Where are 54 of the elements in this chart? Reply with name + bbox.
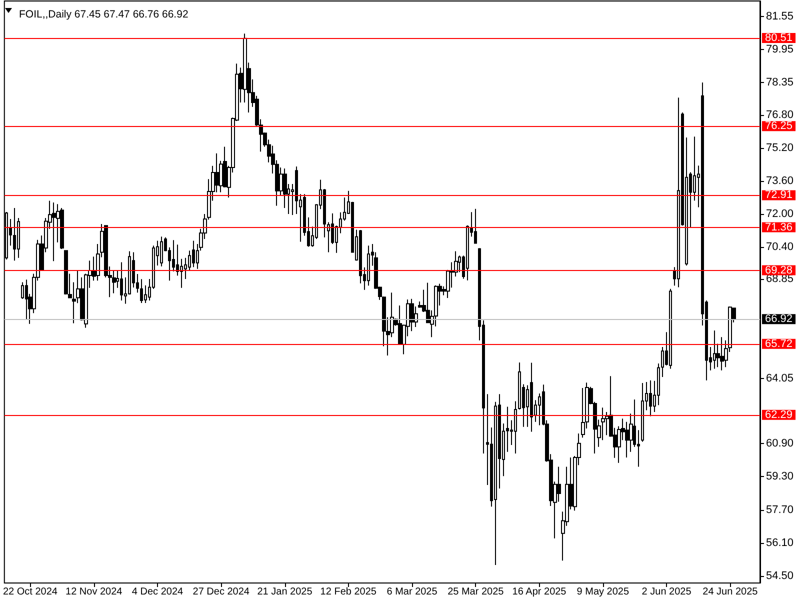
y-tick-label: 75.20 [766, 142, 794, 154]
candlestick [192, 240, 195, 268]
candlestick [514, 400, 517, 454]
candlestick [720, 336, 724, 371]
text: FOIL,,Daily 67.45 67.47 66.76 66.92 [19, 8, 188, 20]
y-tick-label: 64.05 [766, 372, 794, 384]
y-tick-label: 78.35 [766, 76, 794, 89]
candlestick [52, 202, 56, 262]
ref-line-label: 66.92 [765, 313, 793, 326]
candlestick [160, 236, 163, 267]
x-tick-label: 4 Dec 2024 [132, 586, 184, 598]
x-tick-label: 2 Jun 2025 [642, 586, 692, 598]
candlestick [64, 250, 68, 295]
y-tick-label: 79.95 [766, 44, 794, 56]
candlestick [112, 270, 116, 294]
candlestick [649, 380, 652, 417]
ref-line-label: 80.51 [765, 32, 793, 44]
y-tick-label: 60.90 [766, 438, 794, 450]
y-tick-label: 59.30 [766, 470, 794, 483]
candlestick [120, 262, 123, 301]
candlestick [474, 208, 477, 244]
y-tick-label: 72.00 [766, 208, 794, 220]
candlestick [669, 288, 672, 370]
ref-line-label: 76.25 [765, 120, 793, 132]
x-tick-label: 16 Apr 2025 [512, 586, 567, 598]
ref-line-label: 69.28 [765, 264, 793, 276]
ref-line-label: 62.29 [765, 408, 793, 421]
y-tick-label: 56.10 [766, 536, 794, 549]
x-tick-label: 12 Feb 2025 [320, 586, 377, 598]
y-tick-label: 73.60 [766, 174, 794, 187]
ref-line-label: 65.72 [765, 338, 793, 350]
candlestick [530, 362, 533, 432]
x-tick-label: 9 May 2025 [576, 586, 630, 598]
candlestick [677, 97, 680, 288]
candlestick [641, 382, 644, 442]
x-tick-label: 21 Jan 2025 [257, 586, 313, 598]
x-tick-label: 12 Nov 2024 [66, 586, 123, 598]
candlestick [25, 279, 28, 320]
y-tick-label: 70.40 [766, 241, 794, 254]
candlestick [60, 208, 64, 250]
x-tick-label: 27 Dec 2024 [192, 586, 250, 598]
candlestick [367, 245, 370, 286]
ref-line-label: 72.91 [765, 189, 793, 202]
y-tick-label: 81.55 [766, 10, 794, 23]
ref-line-label: 71.36 [765, 221, 793, 234]
candlestick [13, 208, 16, 262]
x-tick-label: 25 Mar 2025 [448, 586, 504, 598]
y-tick-label: 54.50 [766, 570, 794, 582]
x-tick-label: 24 Jun 2025 [702, 586, 758, 598]
x-tick-label: 6 Mar 2025 [386, 586, 438, 598]
x-tick-label: 22 Oct 2024 [2, 586, 58, 598]
y-tick-label: 76.80 [766, 108, 794, 121]
candlestick [713, 330, 716, 370]
y-tick-label: 57.70 [766, 504, 794, 516]
